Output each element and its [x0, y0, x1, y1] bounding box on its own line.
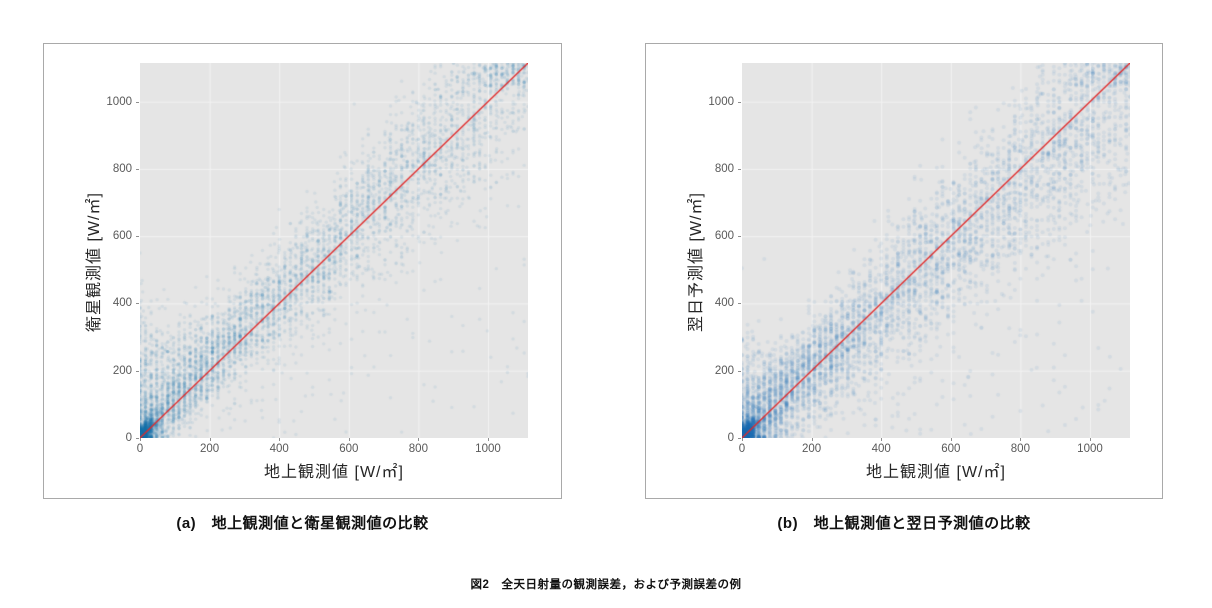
- y-tick-mark: [738, 236, 741, 238]
- x-tick-label: 600: [941, 443, 961, 455]
- x-tick-mark: [279, 438, 281, 441]
- y-tick-mark: [136, 101, 139, 103]
- figure-b-caption: (b) 地上観測値と翌日予測値の比較: [777, 515, 1031, 532]
- figure-a-y-axis-label: 衛星観測値 [W/㎡]: [86, 192, 103, 332]
- x-tick-mark: [418, 438, 420, 441]
- y-tick-mark: [136, 370, 139, 372]
- x-tick-mark: [1020, 438, 1022, 441]
- figure-a-scatter-canvas: [140, 63, 528, 438]
- y-tick-mark: [136, 236, 139, 238]
- x-tick-label: 400: [269, 443, 289, 455]
- figure-a-caption: (a) 地上観測値と衛星観測値の比較: [176, 515, 429, 532]
- y-tick-mark: [738, 168, 741, 170]
- x-tick-label: 1000: [475, 443, 501, 455]
- figure-b-x-axis-label: 地上観測値 [W/㎡]: [866, 464, 1006, 481]
- x-tick-mark: [348, 438, 350, 441]
- y-tick-mark: [136, 168, 139, 170]
- figure-b-y-axis-label: 翌日予測値 [W/㎡]: [688, 192, 705, 332]
- x-tick-mark: [487, 438, 489, 441]
- y-tick-mark: [136, 438, 139, 439]
- x-tick-mark: [209, 438, 211, 441]
- x-tick-mark: [950, 438, 952, 441]
- figure-b-plot-area: [742, 63, 1130, 438]
- y-tick-mark: [738, 370, 741, 372]
- x-tick-label: 0: [136, 443, 144, 455]
- figure-a-frame: 衛星観測値 [W/㎡] 0 200 400 600 800 1000 0 200 400 600…: [43, 43, 562, 499]
- x-tick-mark: [1089, 438, 1091, 441]
- x-tick-label: 800: [408, 443, 428, 455]
- x-tick-mark: [742, 438, 743, 441]
- figure-b: 翌日予測値 [W/㎡] 0 200 400 600 800 1000 0 200 400 600…: [645, 43, 1163, 533]
- x-tick-mark: [140, 438, 141, 441]
- x-tick-label: 0: [738, 443, 746, 455]
- figure-a-x-axis-label: 地上観測値 [W/㎡]: [264, 464, 404, 481]
- x-tick-label: 200: [802, 443, 822, 455]
- figure-caption: 図2 全天日射量の観測誤差，および予測誤差の例: [470, 579, 742, 591]
- y-tick-mark: [738, 438, 741, 439]
- x-tick-label: 1000: [1077, 443, 1103, 455]
- figure-b-scatter-canvas: [742, 63, 1130, 438]
- y-tick-mark: [136, 303, 139, 305]
- y-tick-mark: [738, 303, 741, 305]
- x-tick-label: 400: [871, 443, 891, 455]
- figure-b-frame: 翌日予測値 [W/㎡] 0 200 400 600 800 1000 0 200 400 600…: [645, 43, 1163, 499]
- x-tick-mark: [881, 438, 883, 441]
- x-tick-label: 600: [339, 443, 359, 455]
- y-tick-mark: [738, 101, 741, 103]
- x-tick-mark: [811, 438, 813, 441]
- x-tick-label: 200: [200, 443, 220, 455]
- figure-a: 衛星観測値 [W/㎡] 0 200 400 600 800 1000 0 200 400 600…: [43, 43, 562, 533]
- figure-a-plot-area: [140, 63, 528, 438]
- x-tick-label: 800: [1010, 443, 1030, 455]
